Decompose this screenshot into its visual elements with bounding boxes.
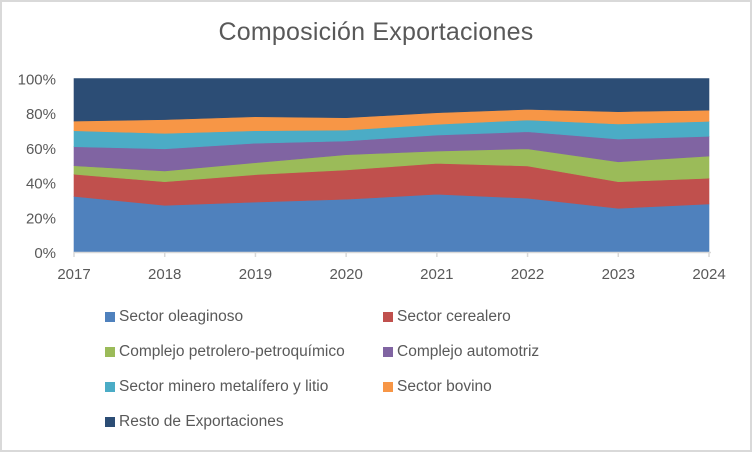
- x-tick-label: 2023: [602, 266, 635, 283]
- legend-item: Sector cerealero: [383, 308, 511, 326]
- x-tick-label: 2020: [329, 266, 362, 283]
- legend-swatch: [105, 417, 115, 427]
- plot-area: 2017 2018 2019 2020 2021 2022 2023 2024 0% 20% 40%…: [18, 72, 726, 284]
- legend-item: Sector bovino: [383, 378, 492, 396]
- legend-item: Sector minero metalífero y litio: [105, 378, 328, 396]
- x-tick-label: 2019: [239, 266, 272, 283]
- legend-item: Complejo petrolero-petroquímico: [105, 343, 345, 361]
- legend-label: Sector bovino: [397, 378, 492, 395]
- x-tick-label: 2024: [692, 266, 725, 283]
- legend-label: Complejo automotriz: [397, 343, 540, 360]
- legend-label: Complejo petrolero-petroquímico: [119, 343, 345, 360]
- y-tick-label: 80%: [26, 106, 56, 123]
- legend-swatch: [383, 312, 393, 322]
- area-series-6: [73, 78, 710, 122]
- x-tick-label: 2021: [420, 266, 453, 283]
- y-tick-label: 60%: [26, 141, 56, 158]
- y-tick-label: 0%: [34, 245, 56, 262]
- chart-title: Composición Exportaciones: [218, 18, 534, 46]
- legend-swatch: [105, 382, 115, 392]
- x-tick-label: 2022: [511, 266, 544, 283]
- legend-swatch: [105, 347, 115, 357]
- legend-swatch: [383, 382, 393, 392]
- legend-label: Sector minero metalífero y litio: [119, 378, 329, 395]
- legend-swatch: [383, 347, 393, 357]
- legend-label: Sector cerealero: [397, 308, 511, 325]
- x-tick-label: 2018: [148, 266, 181, 283]
- legend-label: Resto de Exportaciones: [119, 413, 284, 430]
- legend-item: Resto de Exportaciones: [105, 413, 284, 431]
- area-layers: [73, 78, 710, 253]
- legend-item: Sector oleaginoso: [105, 308, 243, 326]
- legend-item: Complejo automotriz: [383, 343, 539, 361]
- y-tick-label: 40%: [26, 176, 56, 193]
- x-tick-label: 2017: [57, 266, 90, 283]
- legend-swatch: [105, 312, 115, 322]
- axes: 2017 2018 2019 2020 2021 2022 2023 2024 0% 20% 40%…: [18, 72, 726, 284]
- legend-label: Sector oleaginoso: [119, 308, 244, 325]
- y-tick-label: 20%: [26, 210, 56, 227]
- y-tick-label: 100%: [18, 72, 56, 89]
